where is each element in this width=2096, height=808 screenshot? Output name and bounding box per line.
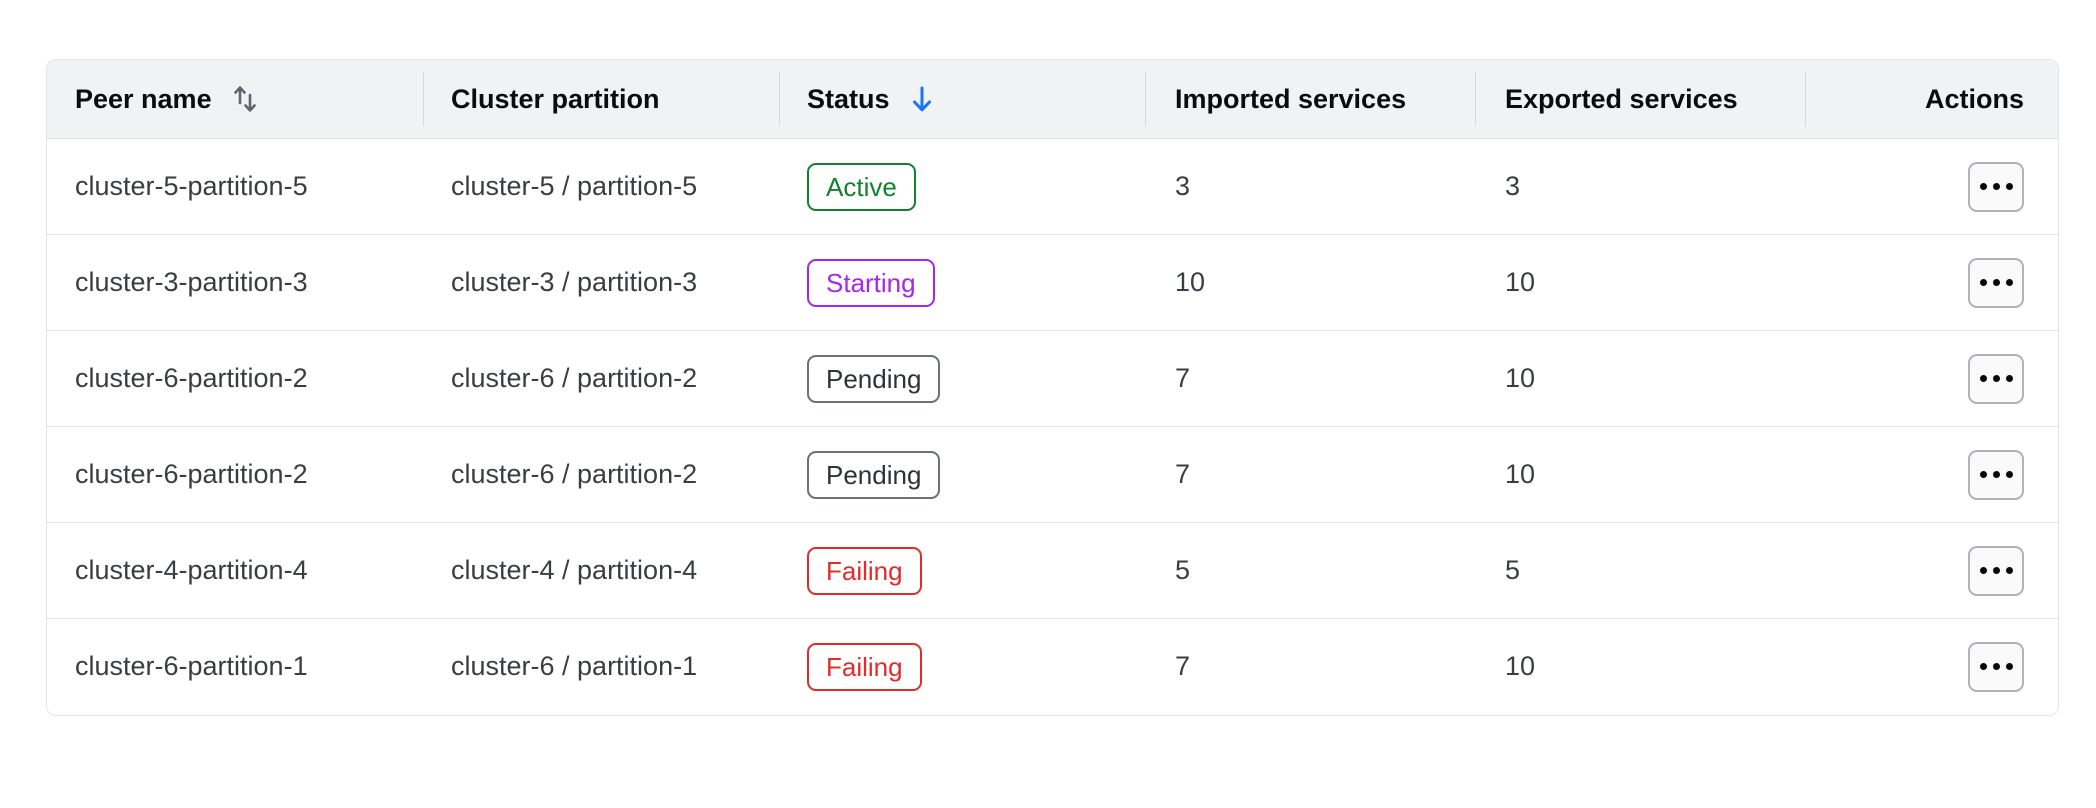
kebab-icon	[1979, 471, 2013, 478]
table-header-row: Peer name	[47, 60, 2058, 139]
cell-peer-name: cluster-6-partition-1	[47, 618, 423, 715]
cell-status: Pending	[779, 426, 1145, 523]
cell-cluster-partition: cluster-6 / partition-2	[423, 330, 779, 427]
cell-exported-services: 5	[1475, 522, 1805, 619]
cell-imported-services: 5	[1145, 522, 1475, 619]
kebab-icon	[1979, 183, 2013, 190]
cell-status: Failing	[779, 618, 1145, 715]
cell-exported-services: 10	[1475, 618, 1805, 715]
cell-actions	[1805, 234, 2058, 331]
column-header-label: Cluster partition	[451, 83, 660, 114]
status-badge-label: Starting	[826, 267, 916, 298]
cell-cluster-partition: cluster-6 / partition-2	[423, 426, 779, 523]
status-badge: Pending	[807, 354, 941, 403]
column-header-cluster-partition[interactable]: Cluster partition	[423, 60, 779, 139]
column-header-label: Peer name	[75, 83, 212, 114]
cell-cluster-partition: cluster-6 / partition-1	[423, 618, 779, 715]
cell-peer-name: cluster-4-partition-4	[47, 522, 423, 619]
cell-peer-name: cluster-3-partition-3	[47, 234, 423, 331]
status-badge: Failing	[807, 546, 922, 595]
cell-status: Active	[779, 138, 1145, 235]
arrow-down-icon[interactable]	[908, 83, 936, 115]
column-header-peer-name[interactable]: Peer name	[47, 60, 423, 139]
status-badge-label: Failing	[826, 651, 903, 682]
cell-cluster-partition: cluster-5 / partition-5	[423, 138, 779, 235]
column-header-status[interactable]: Status	[779, 60, 1145, 139]
row-actions-menu-button[interactable]	[1968, 257, 2024, 308]
status-badge: Starting	[807, 258, 935, 307]
peers-table: Peer name	[47, 60, 2058, 715]
cell-status: Starting	[779, 234, 1145, 331]
column-header-label: Exported services	[1505, 83, 1738, 114]
cell-imported-services: 7	[1145, 426, 1475, 523]
table-body: cluster-5-partition-5 cluster-5 / partit…	[47, 138, 2058, 715]
table-header: Peer name	[47, 60, 2058, 139]
table-row[interactable]: cluster-6-partition-2 cluster-6 / partit…	[47, 330, 2058, 427]
cell-cluster-partition: cluster-4 / partition-4	[423, 522, 779, 619]
row-actions-menu-button[interactable]	[1968, 641, 2024, 692]
cell-exported-services: 10	[1475, 234, 1805, 331]
row-actions-menu-button[interactable]	[1968, 353, 2024, 404]
row-actions-menu-button[interactable]	[1968, 161, 2024, 212]
peers-table-card: Peer name	[46, 59, 2059, 716]
column-header-actions: Actions	[1805, 60, 2058, 139]
status-badge-label: Active	[826, 171, 897, 202]
cell-imported-services: 3	[1145, 138, 1475, 235]
cell-status: Failing	[779, 522, 1145, 619]
table-row[interactable]: cluster-6-partition-2 cluster-6 / partit…	[47, 426, 2058, 523]
cell-status: Pending	[779, 330, 1145, 427]
column-header-imported-services[interactable]: Imported services	[1145, 60, 1475, 139]
cell-actions	[1805, 138, 2058, 235]
cell-actions	[1805, 426, 2058, 523]
status-badge-label: Failing	[826, 555, 903, 586]
row-actions-menu-button[interactable]	[1968, 449, 2024, 500]
cell-peer-name: cluster-6-partition-2	[47, 426, 423, 523]
table-row[interactable]: cluster-5-partition-5 cluster-5 / partit…	[47, 138, 2058, 235]
table-row[interactable]: cluster-6-partition-1 cluster-6 / partit…	[47, 618, 2058, 715]
status-badge: Failing	[807, 642, 922, 691]
kebab-icon	[1979, 663, 2013, 671]
kebab-icon	[1979, 279, 2013, 286]
cell-actions	[1805, 330, 2058, 427]
table-row[interactable]: cluster-3-partition-3 cluster-3 / partit…	[47, 234, 2058, 331]
row-actions-menu-button[interactable]	[1968, 545, 2024, 596]
status-badge-label: Pending	[826, 459, 922, 490]
cell-imported-services: 7	[1145, 330, 1475, 427]
status-badge: Pending	[807, 450, 941, 499]
column-header-exported-services[interactable]: Exported services	[1475, 60, 1805, 139]
cell-imported-services: 10	[1145, 234, 1475, 331]
cell-actions	[1805, 618, 2058, 715]
status-badge: Active	[807, 162, 916, 211]
cell-peer-name: cluster-5-partition-5	[47, 138, 423, 235]
sort-both-icon[interactable]	[230, 83, 260, 115]
cell-exported-services: 10	[1475, 330, 1805, 427]
cell-exported-services: 3	[1475, 138, 1805, 235]
cell-imported-services: 7	[1145, 618, 1475, 715]
column-header-label: Imported services	[1175, 83, 1407, 114]
cell-peer-name: cluster-6-partition-2	[47, 330, 423, 427]
cell-cluster-partition: cluster-3 / partition-3	[423, 234, 779, 331]
status-badge-label: Pending	[826, 363, 922, 394]
table-row[interactable]: cluster-4-partition-4 cluster-4 / partit…	[47, 522, 2058, 619]
column-header-label: Status	[807, 83, 890, 114]
column-header-label: Actions	[1924, 83, 2024, 114]
kebab-icon	[1979, 375, 2013, 382]
cell-exported-services: 10	[1475, 426, 1805, 523]
kebab-icon	[1979, 567, 2013, 574]
cell-actions	[1805, 522, 2058, 619]
